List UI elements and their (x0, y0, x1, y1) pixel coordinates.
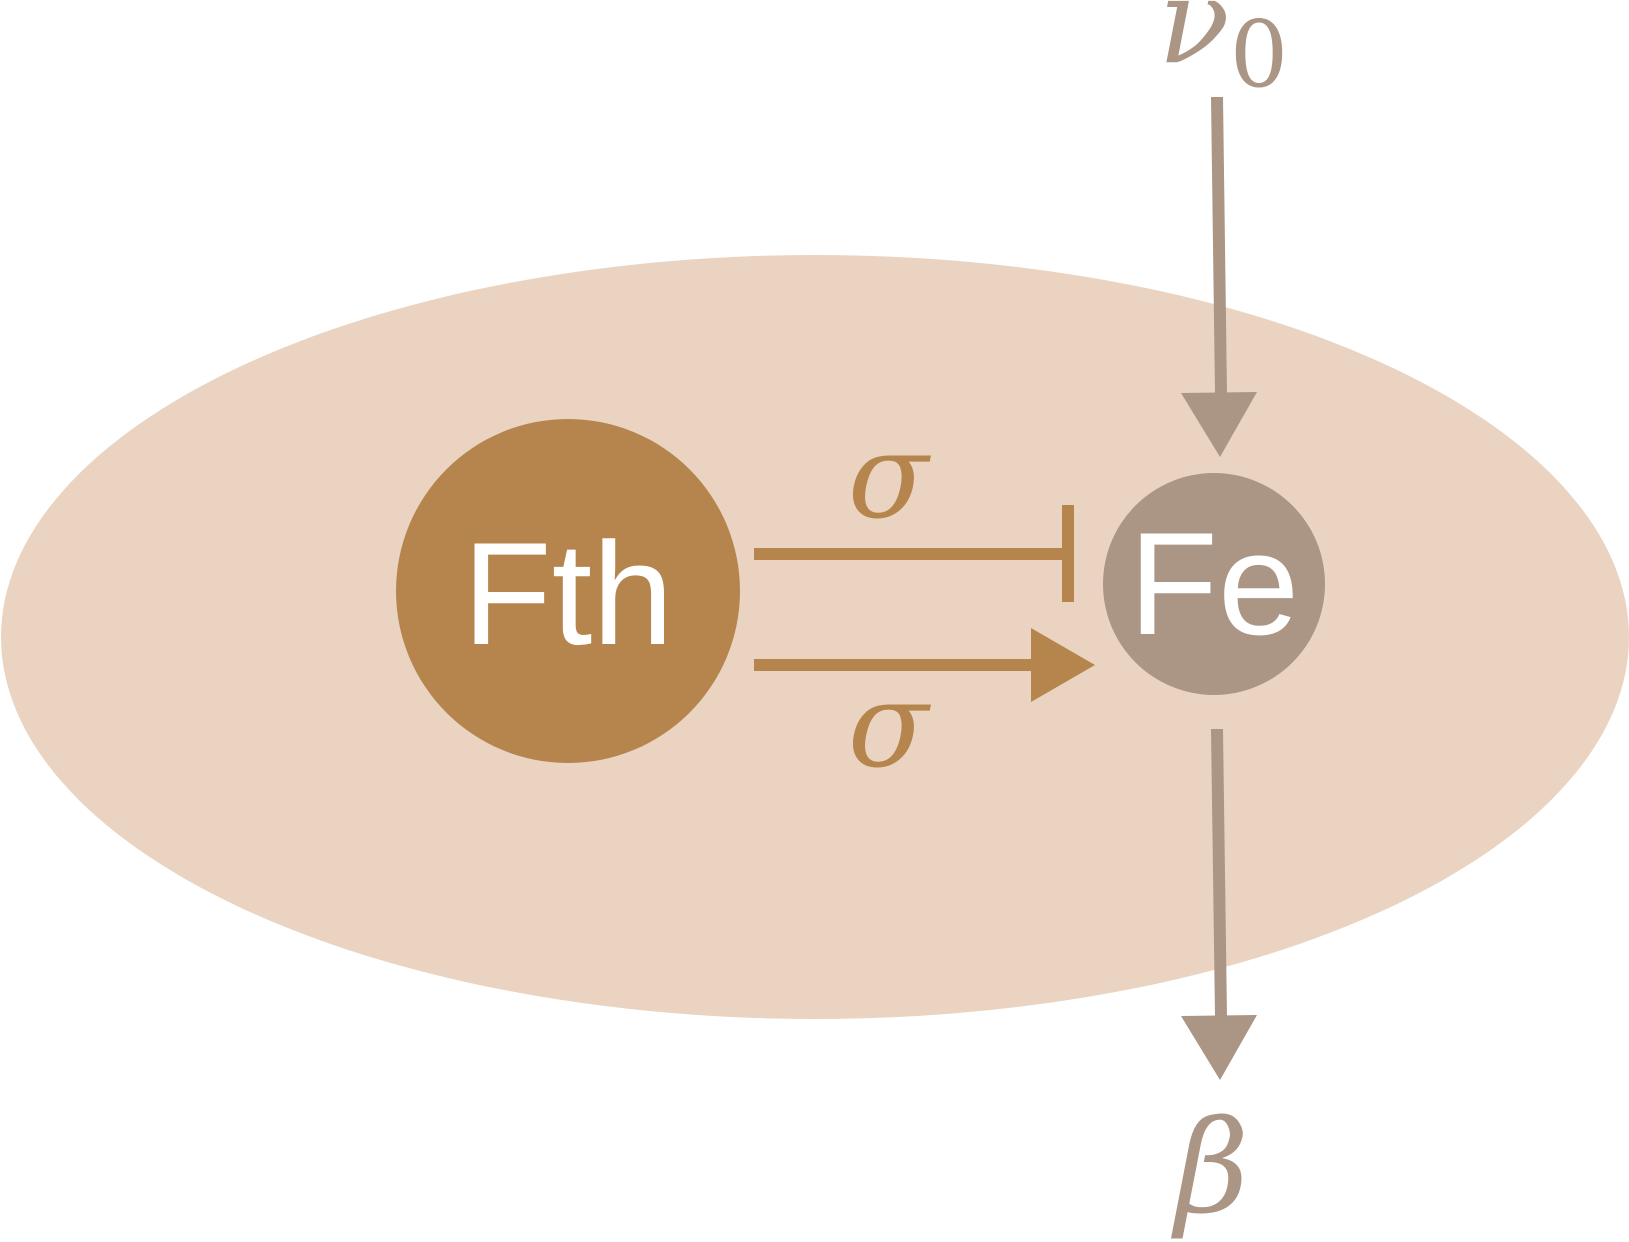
ferritin-node-circle (396, 419, 740, 763)
activation-rate-label: σ (848, 656, 932, 794)
inhibition-edge (754, 505, 1074, 602)
efflux-arrow (1181, 729, 1257, 1080)
efflux-arrowhead (1181, 1015, 1257, 1080)
efflux-rate-label: β (1171, 1094, 1249, 1242)
efflux-arrow-shaft (1211, 729, 1227, 1017)
activation-edge (754, 628, 1095, 702)
iron-node-label: Fe (1129, 502, 1299, 665)
inhibition-rate-label: σ (848, 407, 932, 545)
inhibition-edge-bar (1062, 505, 1074, 602)
iron-node: Fe (1103, 473, 1325, 695)
inhibition-edge-line (754, 548, 1074, 560)
influx-arrow-shaft (1211, 97, 1227, 394)
ferritin-node-label: Fth (463, 512, 674, 675)
ferritin-node: Fth (396, 419, 740, 763)
influx-rate-label: ν0 (1158, 0, 1288, 108)
influx-arrowhead (1181, 392, 1257, 457)
cell-compartment (1, 255, 1629, 1019)
activation-edge-line (754, 659, 1034, 671)
activation-arrowhead (1031, 628, 1095, 702)
iron-node-circle (1103, 473, 1325, 695)
influx-arrow (1181, 97, 1257, 457)
